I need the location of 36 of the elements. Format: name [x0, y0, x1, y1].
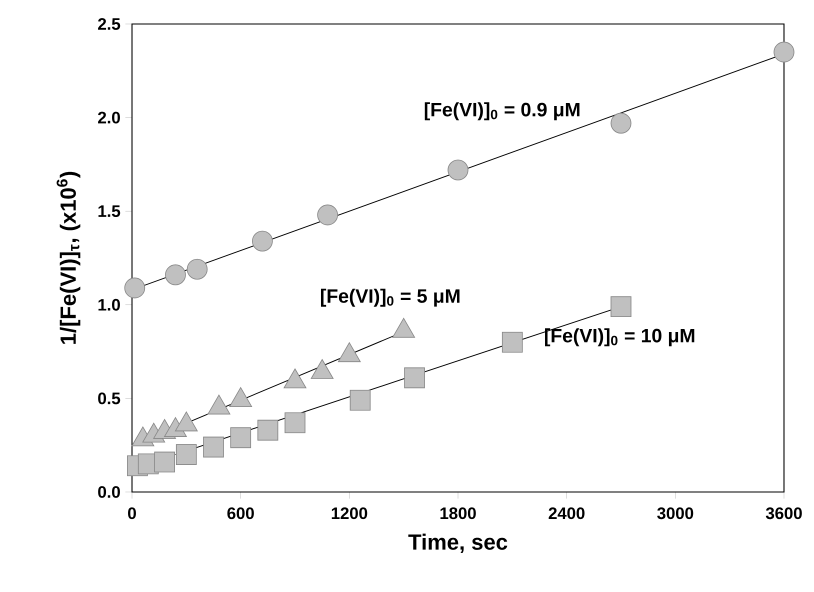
point — [610, 112, 632, 134]
y-tick-label: 1.5 — [98, 205, 120, 218]
point — [610, 296, 632, 318]
y-axis-title: 1/[Fe(VI)]$_{τ}$, (x10$^{6}$) — [56, 172, 80, 344]
point — [774, 42, 794, 62]
point — [252, 230, 273, 252]
x-tick-label: 0 — [128, 507, 136, 520]
point — [124, 278, 146, 298]
point — [284, 412, 306, 434]
x-tick-label: 1800 — [440, 507, 476, 520]
series-label: [Fe(VI)]$_{0}$ = 10 μM — [545, 328, 694, 346]
point — [230, 427, 252, 448]
y-tick-label: 0.5 — [98, 392, 120, 404]
point — [502, 332, 523, 353]
x-tick-label: 1200 — [332, 507, 368, 520]
point — [176, 444, 197, 465]
point — [404, 367, 425, 388]
y-tick-label: 1.0 — [98, 298, 120, 311]
x-tick-label: 3600 — [766, 507, 802, 520]
point — [186, 258, 208, 280]
x-axis-title: Time, sec — [408, 534, 508, 554]
point — [154, 452, 176, 472]
point — [350, 390, 371, 411]
point — [203, 436, 224, 458]
point — [317, 204, 338, 226]
series-label: [Fe(VI)]$_{0}$ = 0.9 μM — [424, 102, 580, 120]
y-tick-label: 2.5 — [98, 18, 120, 30]
point — [257, 420, 278, 441]
x-tick-label: 3000 — [657, 507, 694, 520]
x-tick-label: 600 — [227, 507, 254, 520]
series-label: [Fe(VI)]$_{0}$ = 5 μM — [320, 288, 460, 307]
y-tick-label: 0.0 — [98, 486, 120, 498]
x-tick-label: 2400 — [548, 507, 585, 520]
y-tick-label: 2.0 — [98, 112, 120, 124]
point — [448, 160, 468, 180]
point — [165, 264, 186, 286]
